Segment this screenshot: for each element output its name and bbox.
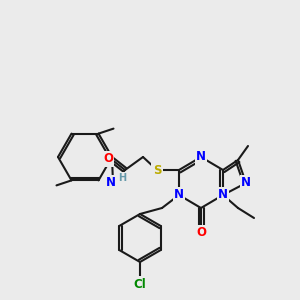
Text: H: H — [118, 173, 126, 183]
Text: O: O — [196, 226, 206, 239]
Text: S: S — [153, 164, 161, 176]
Text: N: N — [218, 188, 228, 202]
Text: N: N — [241, 176, 251, 190]
Text: O: O — [103, 152, 113, 166]
Text: N: N — [196, 151, 206, 164]
Text: N: N — [174, 188, 184, 202]
Text: Cl: Cl — [134, 278, 146, 290]
Text: N: N — [106, 176, 116, 190]
